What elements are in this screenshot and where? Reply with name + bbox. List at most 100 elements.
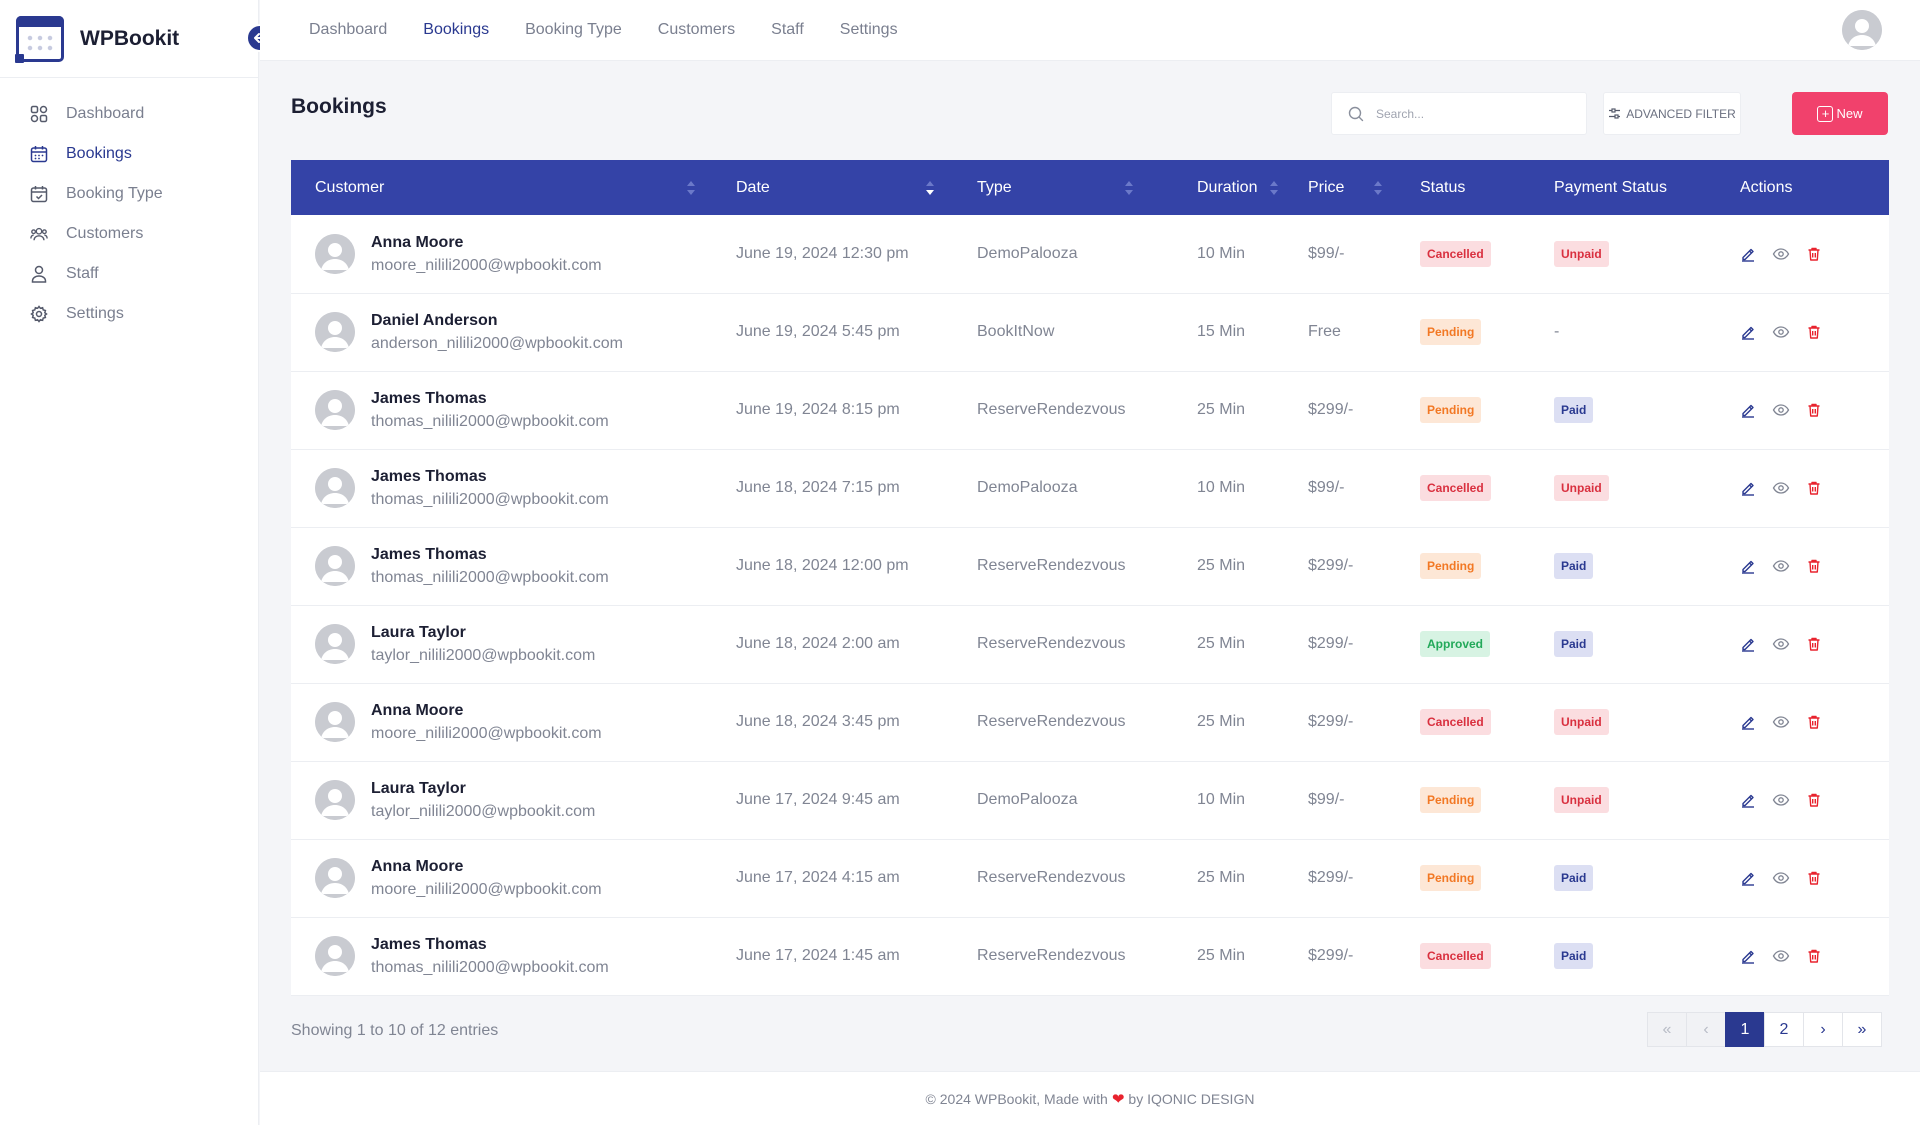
edit-icon[interactable] xyxy=(1740,246,1756,262)
pagination-prev-button[interactable]: ‹ xyxy=(1686,1012,1726,1047)
view-icon[interactable] xyxy=(1772,246,1790,262)
customer-avatar xyxy=(315,858,355,898)
view-icon[interactable] xyxy=(1772,870,1790,886)
cell-duration: 15 Min xyxy=(1197,323,1246,340)
search-input[interactable] xyxy=(1376,106,1556,121)
pagination-first-button[interactable]: « xyxy=(1647,1012,1687,1047)
delete-icon[interactable] xyxy=(1806,558,1822,574)
cell-type: BookItNow xyxy=(977,323,1055,340)
cell-duration: 25 Min xyxy=(1197,635,1246,652)
new-booking-button[interactable]: + New xyxy=(1792,92,1888,135)
view-icon[interactable] xyxy=(1772,480,1790,496)
column-header-customer[interactable]: Customer xyxy=(291,160,712,215)
cell-customer: James Thomas thomas_nilili2000@wpbookit.c… xyxy=(291,527,712,605)
cell-payment-status: - xyxy=(1530,293,1716,371)
sidebar-item-customers[interactable]: Customers xyxy=(0,214,258,254)
customer-email: moore_nilili2000@wpbookit.com xyxy=(371,256,602,274)
sidebar-item-settings[interactable]: Settings xyxy=(0,294,258,334)
customer-email: moore_nilili2000@wpbookit.com xyxy=(371,725,602,742)
column-header-price[interactable]: Price xyxy=(1284,160,1396,215)
cell-duration: 10 Min xyxy=(1197,244,1246,262)
edit-icon[interactable] xyxy=(1740,948,1756,964)
delete-icon[interactable] xyxy=(1806,948,1822,964)
customer-name: Daniel Anderson xyxy=(371,312,498,329)
edit-icon[interactable] xyxy=(1740,324,1756,340)
view-icon[interactable] xyxy=(1772,792,1790,808)
cell-actions xyxy=(1716,293,1889,371)
view-icon[interactable] xyxy=(1772,402,1790,418)
delete-icon[interactable] xyxy=(1806,324,1822,340)
column-header-duration[interactable]: Duration xyxy=(1173,160,1284,215)
user-avatar[interactable] xyxy=(1842,10,1882,50)
sort-icon xyxy=(1125,181,1133,195)
cell-status: Cancelled xyxy=(1396,917,1530,995)
cell-price: $299/- xyxy=(1308,635,1354,652)
delete-icon[interactable] xyxy=(1806,246,1822,262)
edit-icon[interactable] xyxy=(1740,636,1756,652)
edit-icon[interactable] xyxy=(1740,714,1756,730)
view-icon[interactable] xyxy=(1772,714,1790,730)
filter-icon xyxy=(1609,108,1621,119)
view-icon[interactable] xyxy=(1772,558,1790,574)
user-icon xyxy=(31,265,47,283)
edit-icon[interactable] xyxy=(1740,870,1756,886)
delete-icon[interactable] xyxy=(1806,480,1822,496)
table-row: Anna Moore moore_nilili2000@wpbookit.com J… xyxy=(291,683,1889,761)
cell-price: $99/- xyxy=(1308,244,1345,262)
cell-actions xyxy=(1716,215,1889,293)
pagination-page-1[interactable]: 1 xyxy=(1725,1012,1765,1047)
avatar-placeholder-icon xyxy=(315,780,355,820)
view-icon[interactable] xyxy=(1772,324,1790,340)
column-header-date[interactable]: Date xyxy=(712,160,953,215)
edit-icon[interactable] xyxy=(1740,792,1756,808)
delete-icon[interactable] xyxy=(1806,636,1822,652)
sidebar-item-bookings[interactable]: Bookings xyxy=(0,134,258,174)
topnav-booking-type[interactable]: Booking Type xyxy=(525,21,622,38)
topnav-customers[interactable]: Customers xyxy=(657,21,736,38)
delete-icon[interactable] xyxy=(1806,792,1822,808)
sidebar-item-dashboard[interactable]: Dashboard xyxy=(0,94,258,134)
bookings-table: Customer Date Type Duration Price Status… xyxy=(291,160,1889,996)
edit-icon[interactable] xyxy=(1740,480,1756,496)
view-icon[interactable] xyxy=(1772,636,1790,652)
pagination-next-button[interactable]: › xyxy=(1803,1012,1843,1047)
pagination-page-2[interactable]: 2 xyxy=(1764,1012,1804,1047)
heart-icon: ❤ xyxy=(1111,1090,1125,1108)
delete-icon[interactable] xyxy=(1806,714,1822,730)
cell-date: June 19, 2024 12:30 pm xyxy=(736,244,909,262)
topnav-bookings[interactable]: Bookings xyxy=(423,21,490,38)
sidebar-item-staff[interactable]: Staff xyxy=(0,254,258,294)
column-header-type[interactable]: Type xyxy=(953,160,1173,215)
edit-icon[interactable] xyxy=(1740,402,1756,418)
sidebar-item-label: Booking Type xyxy=(66,185,163,202)
advanced-filter-button[interactable]: ADVANCED FILTER xyxy=(1603,92,1741,135)
cell-customer: James Thomas thomas_nilili2000@wpbookit.c… xyxy=(291,371,712,449)
payment-status-text: - xyxy=(1554,323,1560,340)
customer-name: James Thomas xyxy=(371,936,487,953)
cell-type: ReserveRendezvous xyxy=(977,869,1126,886)
cell-price: $299/- xyxy=(1308,557,1354,574)
topnav-dashboard[interactable]: Dashboard xyxy=(309,21,388,38)
status-badge: Cancelled xyxy=(1420,240,1491,267)
topnav-staff[interactable]: Staff xyxy=(771,21,804,38)
customer-email: thomas_nilili2000@wpbookit.com xyxy=(371,413,609,430)
view-icon[interactable] xyxy=(1772,948,1790,964)
customer-avatar xyxy=(315,468,355,508)
delete-icon[interactable] xyxy=(1806,870,1822,886)
users-icon xyxy=(30,227,48,241)
delete-icon[interactable] xyxy=(1806,402,1822,418)
payment-status-badge: Paid xyxy=(1554,553,1594,579)
edit-icon[interactable] xyxy=(1740,558,1756,574)
topnav-settings[interactable]: Settings xyxy=(839,21,898,38)
customer-avatar xyxy=(315,780,355,820)
payment-status-badge: Unpaid xyxy=(1554,787,1609,813)
status-badge: Pending xyxy=(1420,865,1482,891)
cell-duration: 25 Min xyxy=(1197,947,1246,964)
cell-type: ReserveRendezvous xyxy=(977,401,1126,418)
cell-type: DemoPalooza xyxy=(977,791,1078,808)
pagination-last-button[interactable]: » xyxy=(1842,1012,1882,1047)
cell-type: ReserveRendezvous xyxy=(977,947,1126,964)
sidebar-item-booking-type[interactable]: Booking Type xyxy=(0,174,258,214)
customer-avatar xyxy=(315,546,355,586)
customer-name: James Thomas xyxy=(371,546,487,563)
